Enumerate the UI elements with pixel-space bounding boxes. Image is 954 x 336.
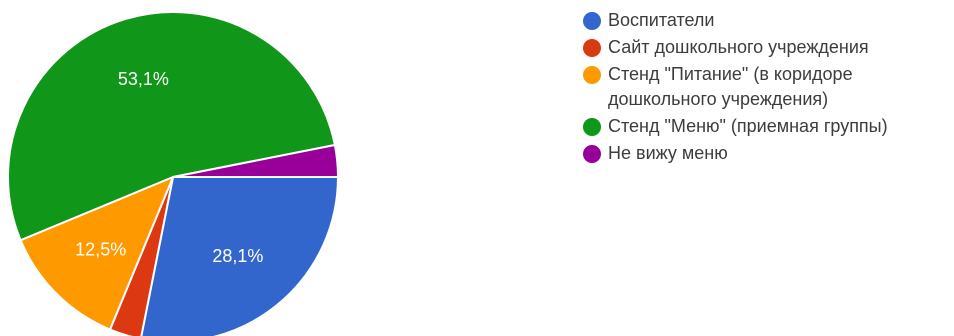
pie-chart: 28,1% 12,5% 53,1% [7,11,339,336]
legend-label: Воспитатели [608,10,715,30]
pie-slice-2[interactable] [19,176,174,331]
pie-slice-3[interactable] [7,11,336,242]
chart-legend: Воспитатели Сайт дошкольного учреждения … [578,8,948,168]
legend-item-vospitateli[interactable]: Воспитатели [578,8,948,33]
slice-data-label: 28,1% [212,246,263,266]
pie-chart-svg: 28,1% 12,5% 53,1% [7,11,339,336]
legend-dot-icon [583,145,601,163]
pie-labels: 28,1% 12,5% 53,1% [75,69,263,266]
legend-label: Не вижу меню [608,143,728,163]
pie-slice-4[interactable] [172,144,339,178]
pie-slices [7,11,339,336]
slice-data-label: 53,1% [118,69,169,89]
slice-data-label: 12,5% [75,239,126,259]
legend-item-stend-menu[interactable]: Стенд "Меню" (приемная группы) [578,114,948,139]
legend-item-ne-vizhu[interactable]: Не вижу меню [578,141,948,166]
legend-item-stend-pitanie[interactable]: Стенд "Питание" (в коридоре дошкольного … [578,62,948,112]
legend-dot-icon [583,118,601,136]
legend-dot-icon [583,12,601,30]
legend-item-sait[interactable]: Сайт дошкольного учреждения [578,35,948,60]
legend-label: Сайт дошкольного учреждения [608,37,869,57]
legend-dot-icon [583,66,601,84]
legend-label: Стенд "Питание" (в коридоре дошкольного … [608,64,853,109]
legend-label: Стенд "Меню" (приемная группы) [608,116,888,136]
pie-slice-0[interactable] [140,176,339,336]
legend-dot-icon [583,39,601,57]
